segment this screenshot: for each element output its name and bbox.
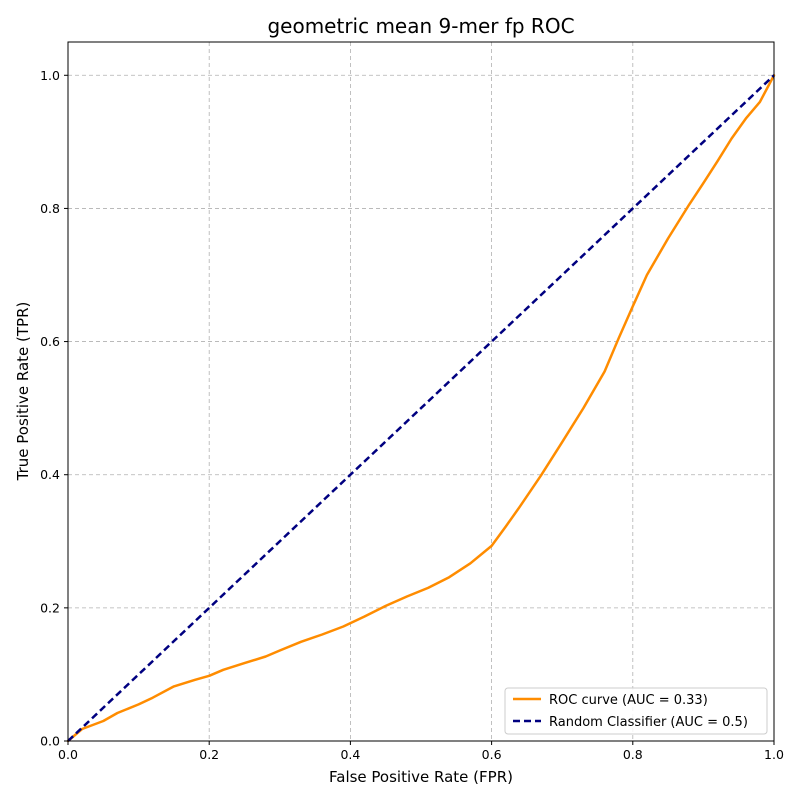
x-tick-label: 0.0 <box>58 747 78 762</box>
grid-lines <box>67 42 775 742</box>
roc-curve-line <box>66 74 776 743</box>
x-axis-label: False Positive Rate (FPR) <box>329 768 513 786</box>
legend-label-roc: ROC curve (AUC = 0.33) <box>549 693 708 708</box>
legend-label-random: Random Classifier (AUC = 0.5) <box>549 715 748 730</box>
y-tick-label: 0.4 <box>40 467 60 482</box>
legend: ROC curve (AUC = 0.33) Random Classifier… <box>504 687 768 735</box>
y-tick-label: 0.8 <box>40 201 60 216</box>
y-tick-label: 0.6 <box>40 334 60 349</box>
plot-frame <box>67 41 775 742</box>
random-classifier-line <box>67 74 775 742</box>
x-tick-label: 0.6 <box>482 747 502 762</box>
x-tick-label: 0.4 <box>340 747 360 762</box>
x-tick-label: 0.8 <box>623 747 643 762</box>
x-tick-label: 0.2 <box>199 747 219 762</box>
y-tick-label: 0.0 <box>40 734 60 749</box>
y-tick-label: 1.0 <box>40 68 60 83</box>
axis-ticks: 0.0 0.2 0.4 0.6 0.8 1.0 0.0 0.2 0.4 0.6 0.8 1.0 <box>40 68 784 762</box>
y-axis-label: True Positive Rate (TPR) <box>14 302 32 482</box>
chart-title: geometric mean 9-mer fp ROC <box>267 14 574 38</box>
x-tick-label: 1.0 <box>764 747 784 762</box>
y-tick-label: 0.2 <box>40 600 60 615</box>
legend-box <box>504 687 768 735</box>
series-layer <box>66 74 776 743</box>
